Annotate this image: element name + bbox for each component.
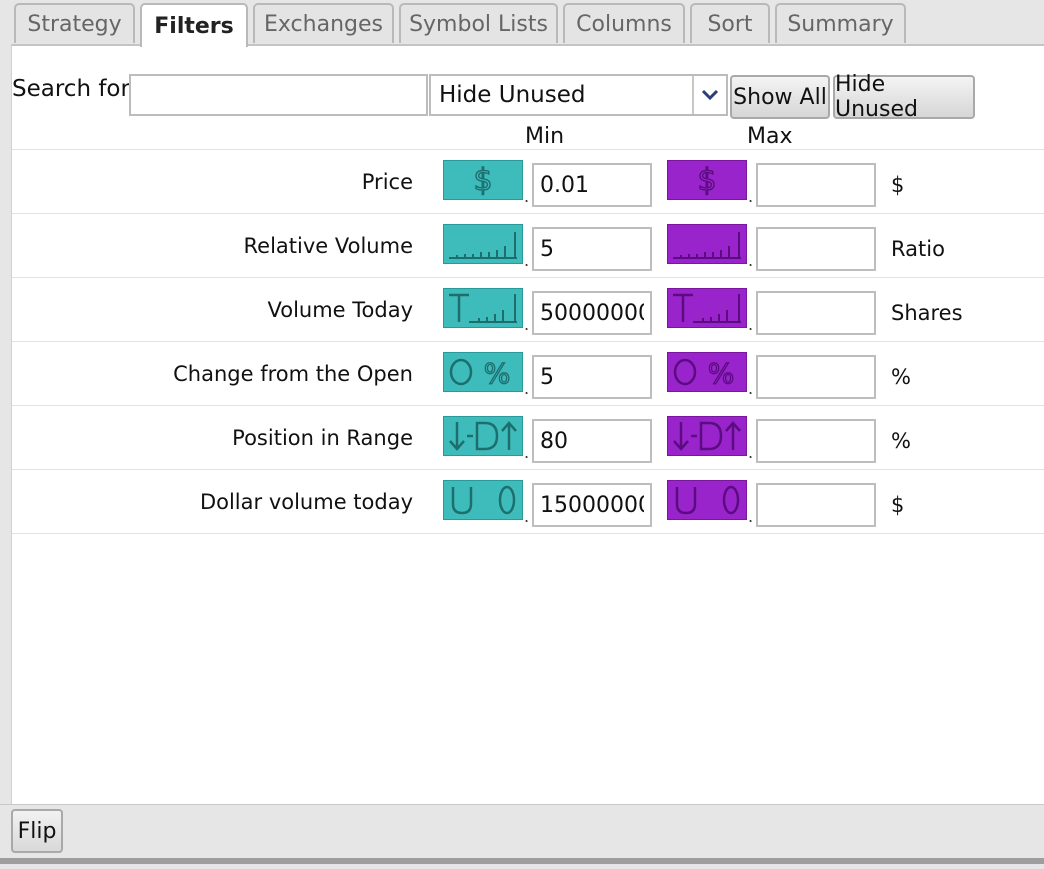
chevron-down-icon[interactable]: [692, 76, 726, 114]
max-column-header: Max: [747, 124, 793, 149]
separator-dot: .: [748, 379, 754, 398]
search-input[interactable]: [129, 74, 428, 116]
price-min-input[interactable]: [532, 163, 652, 207]
tab-summary[interactable]: Summary: [775, 3, 906, 43]
min-column-header: Min: [525, 124, 565, 149]
tab-strategy[interactable]: Strategy: [14, 3, 135, 43]
relative-volume-min-input[interactable]: [532, 227, 652, 271]
svg-text:%: %: [708, 357, 735, 390]
tab-exchanges[interactable]: Exchanges: [253, 3, 394, 43]
filter-row-change-from-open: Change from the Open % . % . %: [12, 341, 1044, 405]
svg-text:%: %: [484, 357, 511, 390]
position-in-range-max-input[interactable]: [756, 419, 876, 463]
separator-dot: .: [524, 443, 530, 462]
dollar-volume-max-dollar-volume-icon-button[interactable]: [667, 480, 747, 520]
price-max-dollar-icon-button[interactable]: $: [667, 160, 747, 200]
separator-dot: .: [524, 187, 530, 206]
filter-unit: %: [891, 429, 911, 453]
relative-volume-max-input[interactable]: [756, 227, 876, 271]
filter-label: Dollar volume today: [199, 490, 413, 514]
separator-dot: .: [748, 443, 754, 462]
position-in-range-min-range-position-icon-button[interactable]: [443, 416, 523, 456]
filter-row-price: Price $ . $ . $: [12, 149, 1044, 213]
separator-dot: .: [748, 315, 754, 334]
bottom-scroll-track: [0, 858, 1044, 864]
volume-today-min-volume-today-icon-button[interactable]: [443, 288, 523, 328]
flip-button[interactable]: Flip: [11, 809, 63, 853]
dollar-volume-max-input[interactable]: [756, 483, 876, 527]
filter-label: Volume Today: [267, 298, 413, 322]
filter-unit: %: [891, 365, 911, 389]
change-from-open-max-open-percent-icon-button[interactable]: %: [667, 352, 747, 392]
separator-dot: .: [524, 507, 530, 526]
position-in-range-min-input[interactable]: [532, 419, 652, 463]
filter-row-position-in-range: Position in Range . . %: [12, 405, 1044, 469]
tab-filters[interactable]: Filters: [140, 3, 248, 47]
search-label: Search for:: [12, 76, 138, 102]
filter-label: Position in Range: [232, 426, 413, 450]
volume-today-min-input[interactable]: [532, 291, 652, 335]
svg-text:$: $: [697, 163, 716, 198]
filter-unit: $: [891, 173, 905, 197]
relative-volume-max-volume-bars-icon-button[interactable]: [667, 224, 747, 264]
dollar-volume-min-dollar-volume-icon-button[interactable]: [443, 480, 523, 520]
filter-unit: Shares: [891, 301, 963, 325]
filters-panel: Search for: Hide Unused Show All Hide Un…: [11, 44, 1044, 804]
filter-row-volume-today: Volume Today . . Shares: [12, 277, 1044, 341]
filter-unit: Ratio: [891, 237, 945, 261]
separator-dot: .: [524, 251, 530, 270]
price-max-input[interactable]: [756, 163, 876, 207]
dollar-volume-min-input[interactable]: [532, 483, 652, 527]
filter-unit: $: [891, 493, 905, 517]
tab-sort[interactable]: Sort: [690, 3, 770, 43]
change-from-open-min-open-percent-icon-button[interactable]: %: [443, 352, 523, 392]
volume-today-max-volume-today-icon-button[interactable]: [667, 288, 747, 328]
change-from-open-max-input[interactable]: [756, 355, 876, 399]
filter-label: Relative Volume: [243, 234, 413, 258]
volume-today-max-input[interactable]: [756, 291, 876, 335]
separator-dot: .: [524, 379, 530, 398]
tab-columns[interactable]: Columns: [563, 3, 685, 43]
svg-text:$: $: [473, 163, 492, 198]
separator-dot: .: [524, 315, 530, 334]
tab-symbol-lists[interactable]: Symbol Lists: [399, 3, 558, 43]
filter-label: Price: [361, 170, 413, 194]
separator-dot: .: [748, 507, 754, 526]
visibility-dropdown-value: Hide Unused: [439, 82, 586, 108]
separator-dot: .: [748, 251, 754, 270]
position-in-range-max-range-position-icon-button[interactable]: [667, 416, 747, 456]
separator-dot: .: [748, 187, 754, 206]
show-all-button[interactable]: Show All: [730, 75, 830, 119]
filter-row-relative-volume: Relative Volume . . Ratio: [12, 213, 1044, 277]
price-min-dollar-icon-button[interactable]: $: [443, 160, 523, 200]
relative-volume-min-volume-bars-icon-button[interactable]: [443, 224, 523, 264]
filter-row-dollar-volume-today: Dollar volume today . . $: [12, 469, 1044, 534]
tab-bar: Strategy Filters Exchanges Symbol Lists …: [0, 0, 1044, 47]
filter-label: Change from the Open: [173, 362, 413, 386]
change-from-open-min-input[interactable]: [532, 355, 652, 399]
hide-unused-button[interactable]: Hide Unused: [833, 72, 975, 122]
visibility-dropdown[interactable]: Hide Unused: [429, 74, 728, 116]
